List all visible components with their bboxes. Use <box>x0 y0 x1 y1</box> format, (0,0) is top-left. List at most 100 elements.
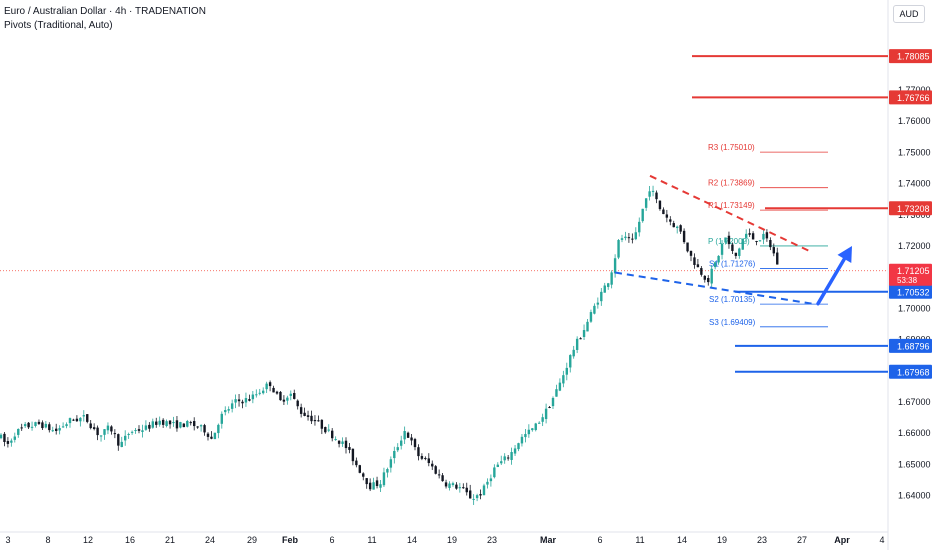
x-tick-label: 24 <box>205 535 215 545</box>
chart-header: Euro / Australian Dollar · 4h · TRADENAT… <box>4 5 206 33</box>
x-tick-label: 4 <box>879 535 884 545</box>
x-tick-label: 11 <box>367 535 376 545</box>
candle-body <box>444 482 448 487</box>
candle-body <box>582 330 586 337</box>
candle-body <box>89 423 92 429</box>
candle-body <box>113 433 117 435</box>
candle-body <box>241 401 244 404</box>
candle-body <box>282 399 286 402</box>
candle-body <box>151 421 154 428</box>
candle-body <box>217 424 220 434</box>
candle-body <box>27 422 30 428</box>
candle-body <box>130 431 134 433</box>
pivot-label: S2 (1.70135) <box>709 295 756 304</box>
candle-body <box>548 406 551 408</box>
x-axis[interactable]: 3 8 12 16 21 24 29 Feb 6 11 14 19 23 Mar 6 11 14 19 23 27 Ap… <box>5 535 884 545</box>
candle-body <box>555 389 558 397</box>
x-tick-label: 12 <box>83 535 93 545</box>
candle-body <box>103 429 106 435</box>
candle-body <box>137 429 141 431</box>
candle-body <box>762 233 765 240</box>
candle-body <box>531 428 534 431</box>
bullish-arrow-head <box>837 245 852 263</box>
x-tick-label: 11 <box>635 535 644 545</box>
candle-body <box>224 410 227 413</box>
candle-body <box>20 427 23 429</box>
candle-body <box>510 452 513 460</box>
candle-body <box>648 191 651 197</box>
y-tick-label: 1.77000 <box>898 85 931 95</box>
candle-body <box>75 418 79 422</box>
candle-body <box>396 447 399 451</box>
candle-body <box>506 457 510 459</box>
candle-body <box>603 285 606 293</box>
resistance-price-label: 1.73208 <box>897 204 930 214</box>
candle-body <box>393 450 396 459</box>
candle-body <box>665 214 669 218</box>
candle-body <box>44 423 48 428</box>
candle-body <box>358 465 361 473</box>
x-tick-label: 6 <box>329 535 334 545</box>
currency-badge[interactable]: AUD <box>893 5 925 23</box>
candle-body <box>141 430 144 432</box>
candle-body <box>296 400 299 407</box>
support-price-label: 1.70532 <box>897 287 930 297</box>
candle-body <box>17 429 20 435</box>
candle-body <box>503 456 506 461</box>
candle-body <box>48 424 51 431</box>
candle-body <box>551 397 555 407</box>
candle-body <box>700 268 703 275</box>
candle-body <box>727 235 731 245</box>
candle-body <box>158 420 161 425</box>
x-tick-label: 23 <box>757 535 767 545</box>
y-tick-label: 1.70000 <box>898 303 931 313</box>
candle-body <box>689 250 693 256</box>
x-tick-label: 23 <box>487 535 497 545</box>
candle-body <box>486 481 489 485</box>
x-tick-label: 21 <box>165 535 175 545</box>
candle-body <box>82 415 85 417</box>
candle-body <box>306 415 310 417</box>
x-tick-label: Apr <box>834 535 850 545</box>
candle-body <box>672 223 675 228</box>
resistance-price-badge <box>889 90 932 105</box>
candle-body <box>400 440 403 446</box>
candle-body <box>720 243 724 255</box>
candle-body <box>92 427 96 430</box>
indicator-label: Pivots (Traditional, Auto) <box>4 20 113 31</box>
candle-body <box>579 338 582 340</box>
candle-body <box>489 478 493 482</box>
candle-body <box>544 408 548 420</box>
candle-body <box>575 338 579 350</box>
candle-body <box>303 412 306 416</box>
candle-body <box>106 425 110 431</box>
candle-body <box>455 484 458 489</box>
bar-countdown-label: 53:38 <box>897 276 918 285</box>
candle-body <box>310 415 313 422</box>
support-price-label: 1.68796 <box>897 341 930 351</box>
candle-body <box>203 425 206 433</box>
candle-body <box>517 443 520 450</box>
candle-body <box>327 429 330 431</box>
candle-body <box>693 257 696 265</box>
candle-body <box>469 490 472 499</box>
x-tick-label: Feb <box>282 535 299 545</box>
candle-body <box>593 305 596 314</box>
candle-body <box>586 321 589 332</box>
candles-layer <box>0 185 779 505</box>
candle-body <box>186 421 189 427</box>
drawings-layer <box>614 174 852 306</box>
candle-body <box>406 432 410 438</box>
candle-body <box>558 382 562 391</box>
candle-body <box>362 473 365 477</box>
candle-body <box>496 464 499 467</box>
y-tick-label: 1.67000 <box>898 397 931 407</box>
y-axis[interactable]: 1.640001.650001.660001.670001.680001.690… <box>889 49 932 501</box>
candle-body <box>424 458 427 460</box>
candle-body <box>65 424 68 427</box>
candle-body <box>230 403 234 409</box>
candle-body <box>79 417 82 422</box>
lower-trendline <box>614 271 813 305</box>
